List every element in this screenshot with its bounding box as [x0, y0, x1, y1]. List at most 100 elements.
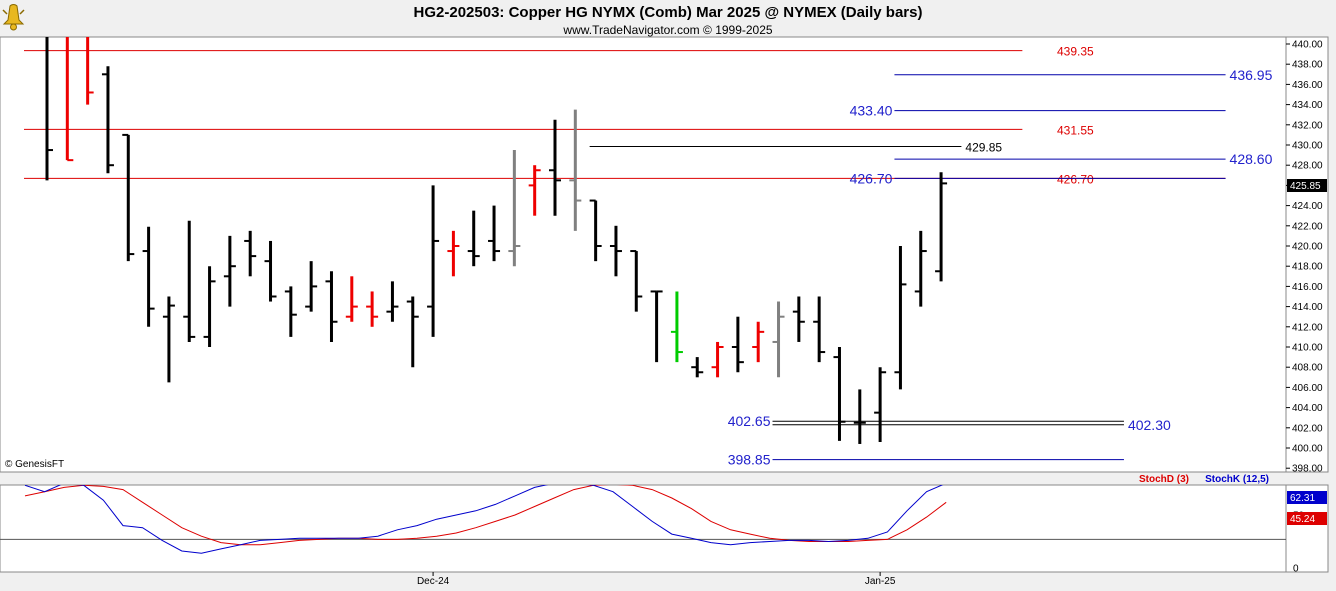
price-tick-label: 424.00	[1292, 201, 1323, 212]
stochk-line	[24, 485, 944, 554]
price-tick-label: 434.00	[1292, 100, 1323, 111]
ohlc-bar	[772, 301, 785, 378]
level-label: 431.55	[1057, 123, 1094, 137]
ohlc-bar	[752, 321, 765, 363]
logo-icon	[2, 4, 25, 31]
stochd-last-badge	[1287, 512, 1327, 525]
ohlc-bar	[325, 271, 338, 342]
stoch-lines	[0, 485, 1286, 554]
ohlc-bar	[589, 199, 602, 262]
stoch-tick-label: 0	[1293, 564, 1299, 575]
price-tick-label: 438.00	[1292, 60, 1323, 71]
ohlc-bar	[650, 290, 663, 363]
ohlc-bar	[508, 150, 521, 267]
last-price-badge	[1287, 179, 1327, 192]
ohlc-bar	[264, 240, 277, 302]
ohlc-bar	[183, 220, 196, 342]
ohlc-bar	[86, 37, 94, 105]
ohlc-bar	[670, 291, 683, 363]
ohlc-bars	[45, 37, 948, 444]
ohlc-bar	[65, 37, 74, 162]
level-label: 436.95	[1230, 67, 1273, 83]
price-tick-label: 402.00	[1292, 423, 1323, 434]
level-label: 402.65	[728, 413, 771, 429]
ohlc-bar	[833, 347, 846, 441]
level-label: 439.35	[1057, 45, 1094, 59]
level-label: 426.70	[1057, 172, 1094, 186]
price-tick-label: 414.00	[1292, 302, 1323, 313]
last-price-value: 425.85	[1290, 181, 1321, 192]
stochd-last-value: 45.24	[1290, 514, 1315, 525]
stochk-last-value: 62.31	[1290, 493, 1315, 504]
level-lines: 439.35 431.55 426.70 436.95 433.40 429.85 428.…	[24, 45, 1273, 468]
ohlc-bar	[569, 109, 582, 231]
ohlc-bar	[467, 210, 480, 267]
price-plot-area[interactable]	[0, 36, 1287, 473]
ohlc-bar	[935, 172, 948, 282]
ohlc-bar	[244, 230, 257, 277]
price-tick-label: 428.00	[1292, 161, 1323, 172]
price-tick-label: 418.00	[1292, 262, 1323, 273]
level-label: 398.85	[728, 452, 771, 468]
ohlc-bar	[630, 250, 643, 312]
price-tick-label: 406.00	[1292, 383, 1323, 394]
ohlc-bar	[894, 246, 907, 390]
ohlc-bar	[203, 266, 216, 347]
ohlc-bar	[386, 281, 399, 322]
ohlc-bar	[284, 286, 297, 337]
level-label: 429.85	[965, 141, 1002, 155]
ohlc-bar	[731, 316, 744, 373]
watermark-text: © GenesisFT	[5, 459, 64, 470]
price-tick-label: 412.00	[1292, 322, 1323, 333]
stochk-last-badge	[1287, 491, 1327, 504]
date-axis: Dec-24 Jan-25	[417, 572, 896, 587]
ohlc-bar	[488, 205, 501, 262]
ohlc-bar	[711, 341, 724, 378]
ohlc-bar	[549, 119, 561, 216]
legend-stochd: StochD (3)	[1139, 474, 1189, 485]
level-label: 428.60	[1230, 151, 1273, 167]
ohlc-bar	[101, 66, 114, 174]
ohlc-bar	[447, 230, 460, 277]
ohlc-bar	[162, 296, 175, 383]
price-tick-label: 432.00	[1292, 120, 1323, 131]
ohlc-bar	[528, 165, 541, 216]
price-tick-label: 420.00	[1292, 242, 1323, 253]
price-tick-label: 400.00	[1292, 444, 1323, 455]
ohlc-bar	[427, 185, 440, 337]
ohlc-bar	[45, 37, 53, 181]
chart-title: HG2-202503: Copper HG NYMX (Comb) Mar 20…	[414, 4, 923, 21]
price-tick-label: 440.00	[1292, 40, 1323, 51]
ohlc-bar	[609, 225, 622, 277]
ohlc-bar	[874, 367, 887, 442]
price-tick-label: 404.00	[1292, 403, 1323, 414]
date-tick-label: Jan-25	[865, 576, 896, 587]
price-tick-label: 422.00	[1292, 221, 1323, 232]
level-label: 426.70	[850, 170, 893, 186]
ohlc-bar	[223, 235, 236, 307]
price-tick-label: 410.00	[1292, 343, 1323, 354]
price-tick-label: 408.00	[1292, 363, 1323, 374]
ohlc-bar	[691, 357, 704, 378]
stoch-plot-area[interactable]	[0, 484, 1287, 573]
legend-stochk: StochK (12,5)	[1205, 474, 1269, 485]
price-axis	[1285, 36, 1329, 473]
price-tick-label: 416.00	[1292, 282, 1323, 293]
ohlc-bar	[345, 276, 358, 322]
ohlc-bar	[406, 296, 419, 368]
price-tick-label: 398.00	[1292, 464, 1323, 475]
ohlc-bar	[792, 296, 805, 342]
price-axis-ticks: 398.00 400.00 402.00 404.00 406.00 408.00 410.…	[1286, 40, 1323, 475]
date-tick-label: Dec-24	[417, 576, 450, 587]
ohlc-bar	[853, 389, 866, 444]
ohlc-bar	[142, 226, 155, 327]
ohlc-bar	[122, 133, 135, 262]
ohlc-bar	[305, 261, 318, 312]
level-label: 433.40	[850, 103, 893, 119]
ohlc-bar	[813, 296, 826, 363]
chart-subtitle: www.TradeNavigator.com © 1999-2025	[562, 23, 772, 37]
price-tick-label: 436.00	[1292, 80, 1323, 91]
price-tick-label: 430.00	[1292, 141, 1323, 152]
level-label: 402.30	[1128, 417, 1171, 433]
